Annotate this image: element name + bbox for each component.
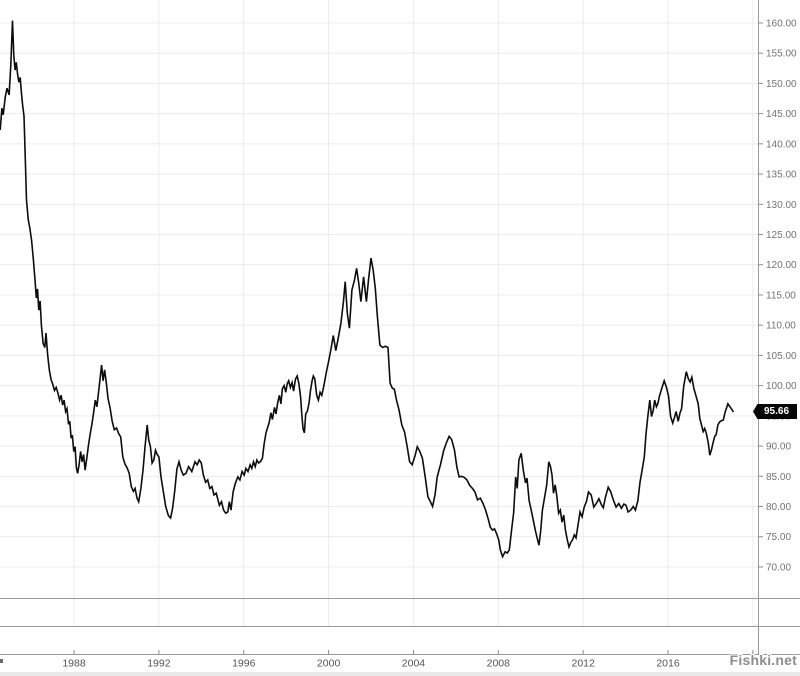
price-axis-label: 130.00 xyxy=(766,200,797,211)
time-axis[interactable]: 1988 1992 1996 2000 2004 2008 2012 2016 xyxy=(62,650,754,670)
last-price-value: 95.66 xyxy=(763,406,790,417)
time-axis-label: 1992 xyxy=(147,658,171,670)
horizontal-gridlines xyxy=(0,22,758,568)
price-axis-label: 70.00 xyxy=(766,562,791,573)
time-axis-label: 2012 xyxy=(571,658,595,670)
time-axis-label: 2008 xyxy=(487,658,511,670)
vertical-gridlines xyxy=(73,0,754,627)
price-axis-label: 160.00 xyxy=(766,18,797,29)
watermark: Fishki.net xyxy=(729,652,797,668)
last-price-badge: 95.66 xyxy=(753,404,797,419)
bottom-edge-strip xyxy=(0,672,800,676)
time-axis-label: 1996 xyxy=(232,658,256,670)
price-axis-label: 145.00 xyxy=(766,109,797,120)
price-line-series xyxy=(0,20,735,559)
time-axis-label: 1988 xyxy=(62,658,86,670)
price-axis-label: 75.00 xyxy=(766,532,791,543)
price-axis-label: 140.00 xyxy=(766,139,797,150)
time-axis-label: 2016 xyxy=(656,658,680,670)
price-axis-label: 110.00 xyxy=(766,321,796,332)
price-axis-label: 80.00 xyxy=(766,502,791,513)
time-axis-label: 2004 xyxy=(402,658,426,670)
price-axis-label: 120.00 xyxy=(766,260,797,271)
price-axis-label: 150.00 xyxy=(766,79,797,90)
price-axis-label: 90.00 xyxy=(766,442,791,453)
price-axis-label: 100.00 xyxy=(766,381,797,392)
time-axis-label: 2000 xyxy=(317,658,341,670)
price-axis-label: 105.00 xyxy=(766,351,797,362)
price-axis-label: 125.00 xyxy=(766,230,797,241)
price-axis-label: 155.00 xyxy=(766,49,797,60)
price-axis-label: 115.00 xyxy=(766,290,796,301)
price-axis-label: 135.00 xyxy=(766,170,797,181)
clipped-time-label-fragment xyxy=(0,659,3,663)
price-axis[interactable]: 160.00 155.00 150.00 145.00 140.00 135.00 130.… xyxy=(758,18,797,573)
price-axis-label: 85.00 xyxy=(766,472,791,483)
